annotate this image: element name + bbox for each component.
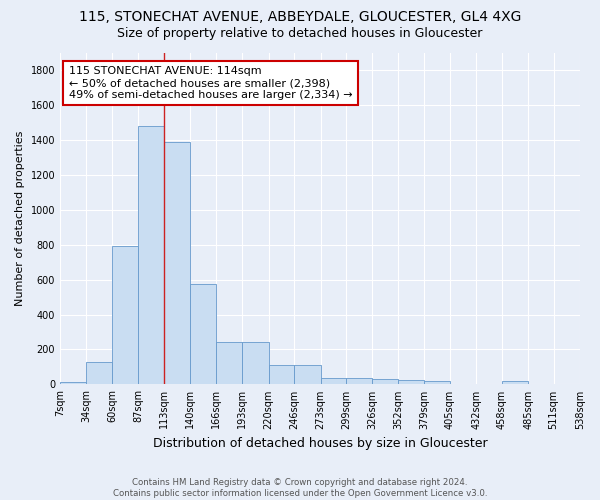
Bar bbox=[112, 246, 139, 384]
Bar bbox=[86, 362, 112, 384]
Bar bbox=[320, 378, 346, 384]
Bar bbox=[139, 126, 164, 384]
Bar bbox=[294, 365, 320, 384]
Bar bbox=[269, 365, 294, 384]
Bar bbox=[373, 379, 398, 384]
Bar bbox=[60, 382, 86, 384]
Bar bbox=[242, 342, 269, 384]
Text: Size of property relative to detached houses in Gloucester: Size of property relative to detached ho… bbox=[118, 28, 482, 40]
Y-axis label: Number of detached properties: Number of detached properties bbox=[15, 131, 25, 306]
Bar bbox=[398, 380, 424, 384]
Text: 115 STONECHAT AVENUE: 114sqm
← 50% of detached houses are smaller (2,398)
49% of: 115 STONECHAT AVENUE: 114sqm ← 50% of de… bbox=[69, 66, 352, 100]
Bar bbox=[346, 378, 373, 384]
Bar bbox=[164, 142, 190, 384]
Bar bbox=[502, 381, 528, 384]
Text: 115, STONECHAT AVENUE, ABBEYDALE, GLOUCESTER, GL4 4XG: 115, STONECHAT AVENUE, ABBEYDALE, GLOUCE… bbox=[79, 10, 521, 24]
X-axis label: Distribution of detached houses by size in Gloucester: Distribution of detached houses by size … bbox=[153, 437, 487, 450]
Bar bbox=[216, 342, 242, 384]
Bar bbox=[424, 381, 450, 384]
Bar bbox=[190, 284, 216, 384]
Text: Contains HM Land Registry data © Crown copyright and database right 2024.
Contai: Contains HM Land Registry data © Crown c… bbox=[113, 478, 487, 498]
